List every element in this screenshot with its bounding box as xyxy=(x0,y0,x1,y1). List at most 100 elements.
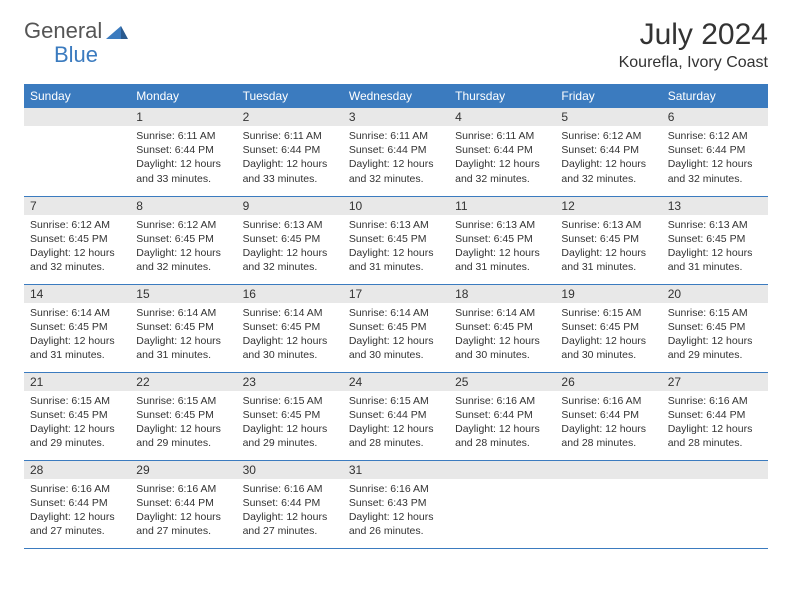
sunset-line: Sunset: 6:45 PM xyxy=(668,232,762,246)
sunset-line: Sunset: 6:45 PM xyxy=(668,320,762,334)
daylight-line: Daylight: 12 hours and 27 minutes. xyxy=(243,510,337,538)
calendar-cell: 12Sunrise: 6:13 AMSunset: 6:45 PMDayligh… xyxy=(555,196,661,284)
daylight-line: Daylight: 12 hours and 28 minutes. xyxy=(668,422,762,450)
calendar-cell: 17Sunrise: 6:14 AMSunset: 6:45 PMDayligh… xyxy=(343,284,449,372)
day-content: Sunrise: 6:13 AMSunset: 6:45 PMDaylight:… xyxy=(662,215,768,281)
day-number: 25 xyxy=(449,373,555,391)
calendar-body: 1Sunrise: 6:11 AMSunset: 6:44 PMDaylight… xyxy=(24,108,768,548)
day-content: Sunrise: 6:16 AMSunset: 6:43 PMDaylight:… xyxy=(343,479,449,545)
sunrise-line: Sunrise: 6:15 AM xyxy=(243,394,337,408)
calendar-row: 28Sunrise: 6:16 AMSunset: 6:44 PMDayligh… xyxy=(24,460,768,548)
daylight-line: Daylight: 12 hours and 31 minutes. xyxy=(136,334,230,362)
calendar-cell: 28Sunrise: 6:16 AMSunset: 6:44 PMDayligh… xyxy=(24,460,130,548)
calendar-cell: 11Sunrise: 6:13 AMSunset: 6:45 PMDayligh… xyxy=(449,196,555,284)
day-content: Sunrise: 6:11 AMSunset: 6:44 PMDaylight:… xyxy=(237,126,343,192)
sunrise-line: Sunrise: 6:16 AM xyxy=(668,394,762,408)
day-number: 22 xyxy=(130,373,236,391)
day-number: 13 xyxy=(662,197,768,215)
day-number: 24 xyxy=(343,373,449,391)
calendar-cell: 4Sunrise: 6:11 AMSunset: 6:44 PMDaylight… xyxy=(449,108,555,196)
day-content: Sunrise: 6:16 AMSunset: 6:44 PMDaylight:… xyxy=(555,391,661,457)
calendar-cell: 14Sunrise: 6:14 AMSunset: 6:45 PMDayligh… xyxy=(24,284,130,372)
weekday-header: Friday xyxy=(555,84,661,108)
calendar-cell: 27Sunrise: 6:16 AMSunset: 6:44 PMDayligh… xyxy=(662,372,768,460)
sunset-line: Sunset: 6:44 PM xyxy=(455,408,549,422)
sunset-line: Sunset: 6:45 PM xyxy=(243,232,337,246)
calendar-row: 1Sunrise: 6:11 AMSunset: 6:44 PMDaylight… xyxy=(24,108,768,196)
month-title: July 2024 xyxy=(619,18,768,52)
sunrise-line: Sunrise: 6:11 AM xyxy=(136,129,230,143)
day-number: 23 xyxy=(237,373,343,391)
sunset-line: Sunset: 6:45 PM xyxy=(136,320,230,334)
day-content: Sunrise: 6:12 AMSunset: 6:44 PMDaylight:… xyxy=(555,126,661,192)
sunrise-line: Sunrise: 6:13 AM xyxy=(561,218,655,232)
daylight-line: Daylight: 12 hours and 33 minutes. xyxy=(243,157,337,185)
sunset-line: Sunset: 6:44 PM xyxy=(455,143,549,157)
sunset-line: Sunset: 6:44 PM xyxy=(243,143,337,157)
daylight-line: Daylight: 12 hours and 29 minutes. xyxy=(136,422,230,450)
day-content: Sunrise: 6:15 AMSunset: 6:45 PMDaylight:… xyxy=(130,391,236,457)
day-number: 31 xyxy=(343,461,449,479)
sunset-line: Sunset: 6:45 PM xyxy=(30,320,124,334)
sunrise-line: Sunrise: 6:12 AM xyxy=(136,218,230,232)
day-number: 17 xyxy=(343,285,449,303)
day-number: 27 xyxy=(662,373,768,391)
sunrise-line: Sunrise: 6:12 AM xyxy=(561,129,655,143)
sunrise-line: Sunrise: 6:14 AM xyxy=(349,306,443,320)
day-number: 5 xyxy=(555,108,661,126)
daylight-line: Daylight: 12 hours and 31 minutes. xyxy=(349,246,443,274)
daylight-line: Daylight: 12 hours and 29 minutes. xyxy=(30,422,124,450)
calendar-cell: 26Sunrise: 6:16 AMSunset: 6:44 PMDayligh… xyxy=(555,372,661,460)
calendar-cell: 6Sunrise: 6:12 AMSunset: 6:44 PMDaylight… xyxy=(662,108,768,196)
sunrise-line: Sunrise: 6:13 AM xyxy=(668,218,762,232)
sunset-line: Sunset: 6:45 PM xyxy=(455,320,549,334)
day-content: Sunrise: 6:16 AMSunset: 6:44 PMDaylight:… xyxy=(24,479,130,545)
calendar-cell: 30Sunrise: 6:16 AMSunset: 6:44 PMDayligh… xyxy=(237,460,343,548)
weekday-header: Monday xyxy=(130,84,236,108)
day-content: Sunrise: 6:11 AMSunset: 6:44 PMDaylight:… xyxy=(343,126,449,192)
day-content: Sunrise: 6:13 AMSunset: 6:45 PMDaylight:… xyxy=(449,215,555,281)
sunrise-line: Sunrise: 6:13 AM xyxy=(349,218,443,232)
sunrise-line: Sunrise: 6:15 AM xyxy=(349,394,443,408)
calendar-row: 7Sunrise: 6:12 AMSunset: 6:45 PMDaylight… xyxy=(24,196,768,284)
header: General Blue July 2024 Kourefla, Ivory C… xyxy=(24,18,768,72)
day-content: Sunrise: 6:14 AMSunset: 6:45 PMDaylight:… xyxy=(24,303,130,369)
day-content: Sunrise: 6:14 AMSunset: 6:45 PMDaylight:… xyxy=(343,303,449,369)
day-number: 2 xyxy=(237,108,343,126)
sunset-line: Sunset: 6:45 PM xyxy=(349,232,443,246)
day-number: 15 xyxy=(130,285,236,303)
day-content: Sunrise: 6:15 AMSunset: 6:45 PMDaylight:… xyxy=(662,303,768,369)
location-text: Kourefla, Ivory Coast xyxy=(619,54,768,72)
weekday-header: Saturday xyxy=(662,84,768,108)
daylight-line: Daylight: 12 hours and 30 minutes. xyxy=(349,334,443,362)
sunset-line: Sunset: 6:44 PM xyxy=(136,496,230,510)
calendar-cell: 21Sunrise: 6:15 AMSunset: 6:45 PMDayligh… xyxy=(24,372,130,460)
calendar-cell xyxy=(662,460,768,548)
day-content: Sunrise: 6:15 AMSunset: 6:45 PMDaylight:… xyxy=(237,391,343,457)
daylight-line: Daylight: 12 hours and 32 minutes. xyxy=(349,157,443,185)
day-content: Sunrise: 6:16 AMSunset: 6:44 PMDaylight:… xyxy=(449,391,555,457)
daylight-line: Daylight: 12 hours and 29 minutes. xyxy=(243,422,337,450)
sunrise-line: Sunrise: 6:13 AM xyxy=(455,218,549,232)
sunset-line: Sunset: 6:43 PM xyxy=(349,496,443,510)
sunrise-line: Sunrise: 6:11 AM xyxy=(243,129,337,143)
calendar-row: 14Sunrise: 6:14 AMSunset: 6:45 PMDayligh… xyxy=(24,284,768,372)
daylight-line: Daylight: 12 hours and 28 minutes. xyxy=(561,422,655,450)
daylight-line: Daylight: 12 hours and 26 minutes. xyxy=(349,510,443,538)
calendar-cell: 31Sunrise: 6:16 AMSunset: 6:43 PMDayligh… xyxy=(343,460,449,548)
daylight-line: Daylight: 12 hours and 28 minutes. xyxy=(349,422,443,450)
day-number: 18 xyxy=(449,285,555,303)
daylight-line: Daylight: 12 hours and 32 minutes. xyxy=(668,157,762,185)
calendar-cell: 19Sunrise: 6:15 AMSunset: 6:45 PMDayligh… xyxy=(555,284,661,372)
day-content: Sunrise: 6:14 AMSunset: 6:45 PMDaylight:… xyxy=(130,303,236,369)
title-block: July 2024 Kourefla, Ivory Coast xyxy=(619,18,768,72)
sunset-line: Sunset: 6:44 PM xyxy=(561,143,655,157)
daylight-line: Daylight: 12 hours and 32 minutes. xyxy=(243,246,337,274)
sunrise-line: Sunrise: 6:11 AM xyxy=(349,129,443,143)
empty-day-number xyxy=(662,461,768,479)
day-content: Sunrise: 6:13 AMSunset: 6:45 PMDaylight:… xyxy=(555,215,661,281)
day-number: 3 xyxy=(343,108,449,126)
calendar-cell: 29Sunrise: 6:16 AMSunset: 6:44 PMDayligh… xyxy=(130,460,236,548)
calendar-cell xyxy=(24,108,130,196)
day-content: Sunrise: 6:12 AMSunset: 6:45 PMDaylight:… xyxy=(130,215,236,281)
